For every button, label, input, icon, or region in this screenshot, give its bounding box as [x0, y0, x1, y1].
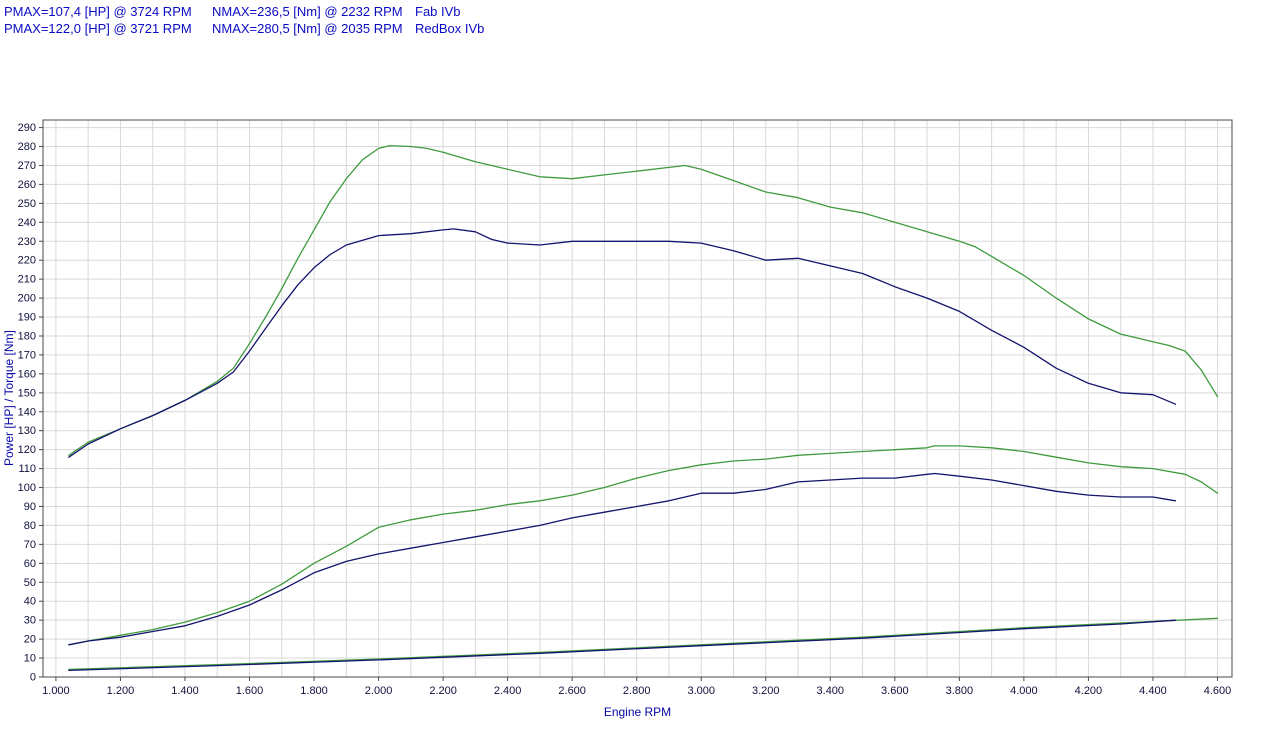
y-tick-label: 280	[18, 141, 36, 153]
y-tick-label: 130	[18, 425, 36, 437]
run-name-tuned: RedBox IVb	[415, 21, 485, 36]
x-tick-label: 1.400	[171, 685, 199, 697]
x-tick-label: 3.400	[817, 685, 845, 697]
x-tick-label: 3.200	[752, 685, 780, 697]
y-tick-label: 60	[24, 558, 36, 570]
series-power-fab-stock-hp	[68, 472, 1177, 646]
y-tick-label: 90	[24, 501, 36, 513]
y-tick-label: 20	[24, 634, 36, 646]
x-tick-label: 1.800	[300, 685, 328, 697]
x-tick-label: 2.400	[494, 685, 522, 697]
dyno-header: PMAX=107,4 [HP] @ 3724 RPM NMAX=236,5 [N…	[4, 3, 484, 37]
x-tick-label: 4.400	[1139, 685, 1167, 697]
x-tick-label: 3.000	[687, 685, 715, 697]
y-tick-label: 160	[18, 368, 36, 380]
y-tick-label: 0	[30, 672, 36, 684]
y-tick-label: 210	[18, 274, 36, 286]
y-tick-label: 230	[18, 236, 36, 248]
x-tick-label: 3.600	[881, 685, 909, 697]
y-tick-label: 240	[18, 217, 36, 229]
y-tick-label: 40	[24, 596, 36, 608]
x-tick-label: 1.200	[107, 685, 135, 697]
nmax-stock-value: NMAX=236,5 [Nm] @ 2232 RPM	[212, 4, 403, 19]
run-name-stock: Fab IVb	[415, 4, 461, 19]
series-aux-baseline-redbox	[68, 617, 1219, 671]
x-tick-label: 2.000	[365, 685, 393, 697]
y-tick-label: 50	[24, 577, 36, 589]
run-summary-tuned: PMAX=122,0 [HP] @ 3721 RPM NMAX=280,5 [N…	[4, 20, 484, 37]
series-aux-baseline-fab	[68, 619, 1177, 672]
pmax-stock-value: PMAX=107,4 [HP] @ 3724 RPM	[4, 4, 192, 19]
y-tick-label: 150	[18, 387, 36, 399]
y-tick-label: 250	[18, 198, 36, 210]
x-tick-label: 4.600	[1204, 685, 1232, 697]
x-axis-title: Engine RPM	[603, 705, 672, 719]
y-axis-title: Power [HP] / Torque [Nm]	[2, 330, 16, 467]
x-tick-label: 1.000	[42, 685, 70, 697]
y-tick-label: 110	[18, 463, 36, 475]
y-tick-label: 140	[18, 406, 36, 418]
x-tick-label: 2.600	[558, 685, 586, 697]
y-tick-label: 270	[18, 160, 36, 172]
x-tick-label: 4.000	[1010, 685, 1038, 697]
plot-frame	[42, 119, 1233, 678]
series-power-redbox-tuned-hp	[68, 445, 1219, 646]
y-tick-label: 190	[18, 312, 36, 324]
run-summary-stock: PMAX=107,4 [HP] @ 3724 RPM NMAX=236,5 [N…	[4, 3, 484, 20]
x-tick-label: 3.800	[946, 685, 974, 697]
y-tick-label: 70	[24, 539, 36, 551]
y-tick-label: 220	[18, 255, 36, 267]
y-tick-label: 10	[24, 653, 36, 665]
x-tick-label: 2.200	[429, 685, 457, 697]
y-tick-label: 180	[18, 330, 36, 342]
x-tick-label: 1.600	[236, 685, 264, 697]
y-tick-label: 200	[18, 293, 36, 305]
pmax-tuned-value: PMAX=122,0 [HP] @ 3721 RPM	[4, 21, 192, 36]
nmax-tuned-value: NMAX=280,5 [Nm] @ 2035 RPM	[212, 21, 403, 36]
y-tick-label: 260	[18, 179, 36, 191]
x-tick-label: 4.200	[1075, 685, 1103, 697]
y-tick-label: 100	[18, 482, 36, 494]
series-torque-fab-stock-nm	[68, 228, 1177, 458]
y-tick-label: 120	[18, 444, 36, 456]
y-tick-label: 170	[18, 349, 36, 361]
y-tick-label: 290	[18, 122, 36, 134]
y-tick-label: 80	[24, 520, 36, 532]
series-torque-redbox-tuned-nm	[68, 144, 1219, 456]
y-tick-label: 30	[24, 615, 36, 627]
x-tick-label: 2.800	[623, 685, 651, 697]
